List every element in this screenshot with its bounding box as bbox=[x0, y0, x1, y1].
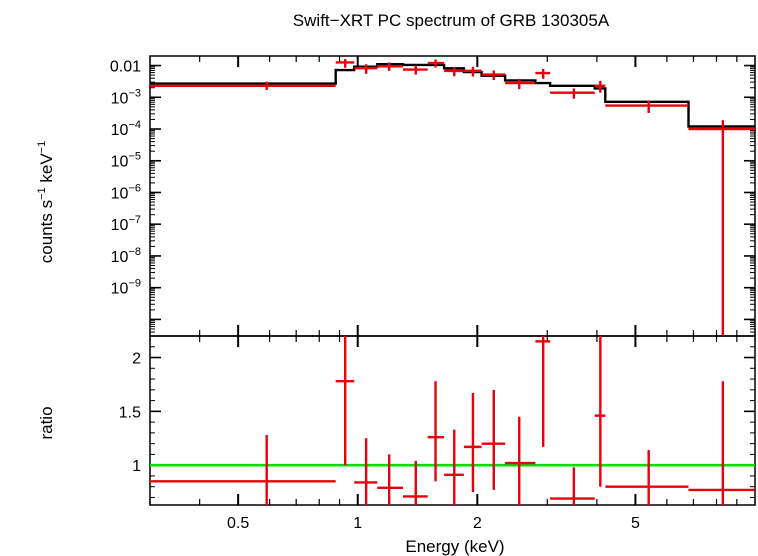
spectrum-data-point bbox=[354, 64, 378, 74]
spectrum-y-tick-label: 10−8 bbox=[111, 246, 141, 266]
x-tick-label: 0.5 bbox=[227, 515, 249, 532]
spectrum-panel: 0.01 10−3 10−4 10−5 10−6 10−7 10−8 10−9 bbox=[110, 55, 756, 337]
x-axis-label: Energy (keV) bbox=[405, 537, 504, 556]
ylabel-mid: keV bbox=[37, 153, 56, 188]
ratio-data-point bbox=[377, 454, 403, 505]
ratio-y-tick-label: 2 bbox=[132, 351, 141, 368]
ratio-y-tick-label: 1.5 bbox=[119, 404, 141, 421]
spectrum-data-point bbox=[335, 59, 355, 68]
spectrum-data-point bbox=[444, 67, 464, 77]
ratio-data-point bbox=[594, 336, 606, 487]
ylabel-exp1: −1 bbox=[36, 187, 48, 200]
spectrum-y-tick-label: 10−5 bbox=[111, 151, 141, 171]
spectrum-y-tick-label: 10−6 bbox=[111, 182, 141, 202]
ratio-data-point bbox=[688, 381, 755, 505]
ratio-data-point bbox=[427, 381, 445, 482]
ratio-data-point bbox=[335, 336, 355, 466]
spectrum-data-point bbox=[463, 66, 482, 77]
spectrum-data-point bbox=[402, 65, 428, 75]
ylabel-main: counts s bbox=[37, 200, 56, 263]
spectrum-y-axis-label: counts s−1 keV−1 bbox=[36, 141, 56, 263]
ratio-data-point bbox=[505, 416, 536, 505]
ratio-data-point bbox=[481, 389, 506, 490]
spectrum-frame bbox=[149, 55, 756, 337]
spectrum-y-tick-label: 10−9 bbox=[111, 278, 141, 298]
spectrum-data-point bbox=[427, 59, 445, 68]
ratio-data-point bbox=[444, 429, 464, 505]
spectrum-data-point bbox=[688, 120, 755, 336]
spectrum-data-point bbox=[481, 70, 506, 81]
x-tick-label: 1 bbox=[353, 515, 362, 532]
spectrum-data-point bbox=[377, 62, 403, 71]
ratio-data-point bbox=[550, 467, 595, 505]
spectrum-y-tick-label: 10−4 bbox=[111, 119, 141, 139]
ratio-data-point bbox=[463, 393, 482, 493]
spectrum-y-tick-label: 0.01 bbox=[110, 59, 141, 76]
ylabel-exp2: −1 bbox=[36, 141, 48, 154]
spectrum-data-point bbox=[150, 81, 336, 90]
x-tick-label: 5 bbox=[631, 515, 640, 532]
ratio-panel: 11.52 bbox=[119, 335, 756, 506]
ratio-data-point bbox=[354, 438, 378, 505]
spectrum-data-point bbox=[605, 100, 689, 113]
chart-title: Swift−XRT PC spectrum of GRB 130305A bbox=[293, 11, 610, 30]
model-curve bbox=[150, 63, 755, 128]
ratio-data-point bbox=[535, 336, 551, 447]
ratio-y-tick-label: 1 bbox=[132, 458, 141, 475]
spectrum-data-point bbox=[505, 78, 536, 90]
spectrum-y-tick-label: 10−7 bbox=[111, 214, 141, 234]
ratio-frame bbox=[149, 335, 756, 506]
spectrum-data-point bbox=[550, 88, 595, 99]
ratio-data-point bbox=[605, 450, 689, 505]
ratio-data-point bbox=[150, 435, 336, 505]
spectrum-data-point bbox=[594, 80, 606, 93]
ratio-y-axis-label: ratio bbox=[37, 406, 56, 439]
spectrum-data-point bbox=[535, 68, 551, 79]
spectrum-y-tick-label: 10−3 bbox=[111, 87, 141, 107]
x-tick-label: 2 bbox=[473, 515, 482, 532]
x-tick-labels: 0.5 1 2 5 bbox=[227, 515, 640, 532]
ratio-data-point bbox=[402, 460, 428, 505]
